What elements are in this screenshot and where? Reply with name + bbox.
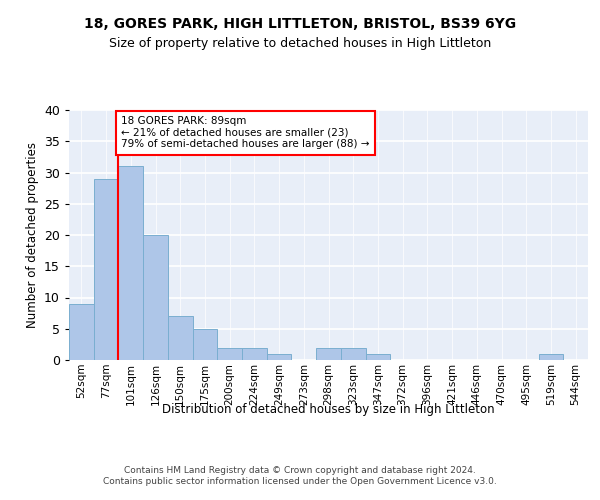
Bar — [242, 348, 267, 360]
Bar — [69, 304, 94, 360]
Bar — [316, 348, 341, 360]
Text: Contains HM Land Registry data © Crown copyright and database right 2024.: Contains HM Land Registry data © Crown c… — [124, 466, 476, 475]
Text: 18 GORES PARK: 89sqm
← 21% of detached houses are smaller (23)
79% of semi-detac: 18 GORES PARK: 89sqm ← 21% of detached h… — [121, 116, 370, 150]
Bar — [193, 329, 217, 360]
Bar — [539, 354, 563, 360]
Bar — [168, 316, 193, 360]
Bar — [341, 348, 365, 360]
Text: Size of property relative to detached houses in High Littleton: Size of property relative to detached ho… — [109, 38, 491, 51]
Bar — [217, 348, 242, 360]
Bar — [143, 235, 168, 360]
Y-axis label: Number of detached properties: Number of detached properties — [26, 142, 38, 328]
Bar — [365, 354, 390, 360]
Bar — [94, 179, 118, 360]
Text: Distribution of detached houses by size in High Littleton: Distribution of detached houses by size … — [163, 402, 495, 415]
Bar — [267, 354, 292, 360]
Bar — [118, 166, 143, 360]
Text: Contains public sector information licensed under the Open Government Licence v3: Contains public sector information licen… — [103, 477, 497, 486]
Text: 18, GORES PARK, HIGH LITTLETON, BRISTOL, BS39 6YG: 18, GORES PARK, HIGH LITTLETON, BRISTOL,… — [84, 18, 516, 32]
